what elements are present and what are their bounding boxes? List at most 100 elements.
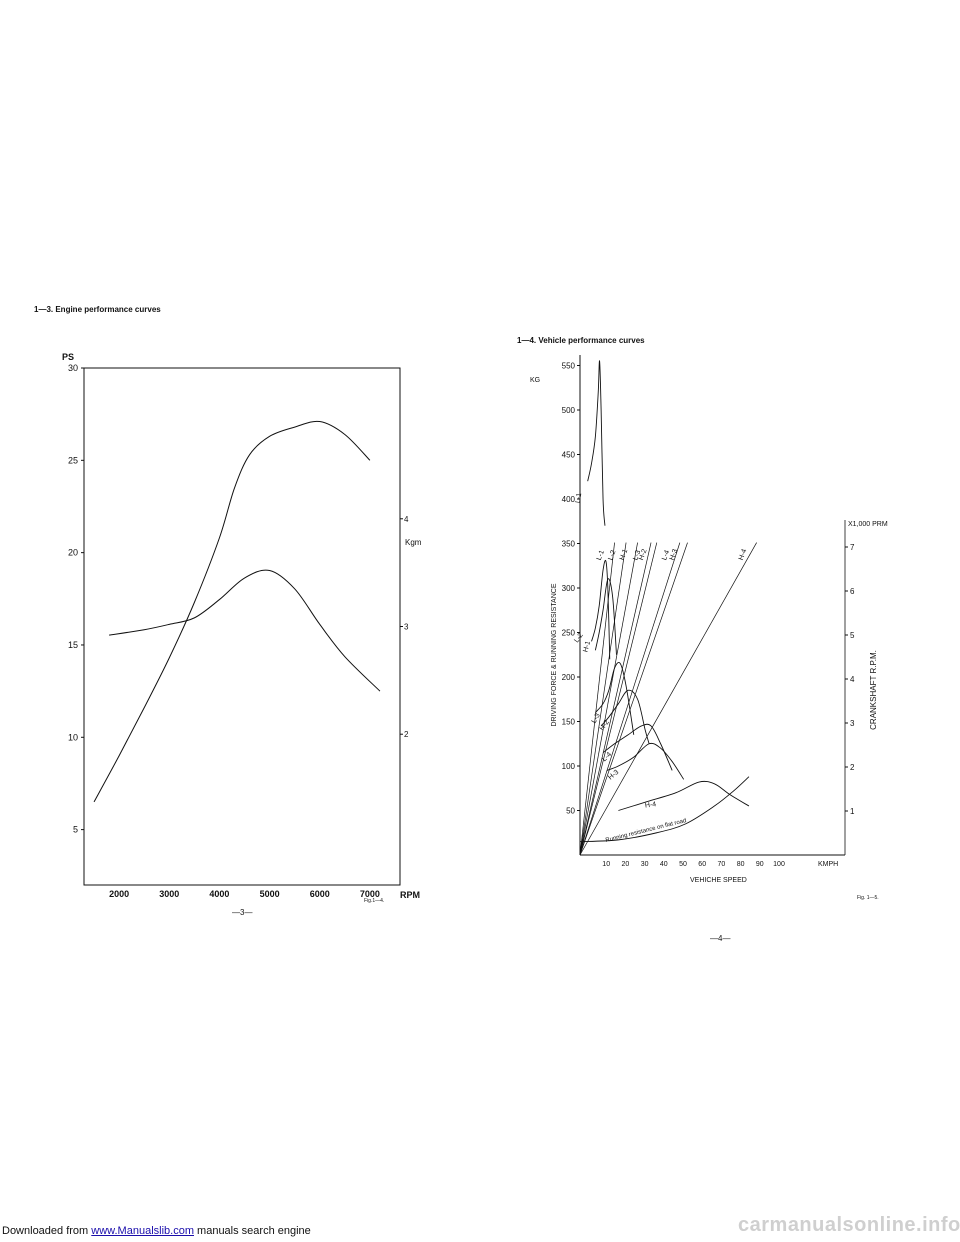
left-fig-label: Fig.1—4.	[364, 898, 384, 904]
left-y-tick-label: 30	[68, 363, 78, 373]
left-figure-title: 1—3. Engine performance curves	[34, 305, 161, 314]
left-y-tick-label: 25	[68, 455, 78, 465]
engine-chart-frame	[83, 367, 401, 886]
right-y-label: DRIVING FORCE & RUNNING RESISTANCE	[551, 583, 558, 726]
manualslib-link[interactable]: www.Manualslib.com	[91, 1225, 194, 1237]
right-y-tick-label: 550	[562, 362, 576, 371]
left-y-right-tick-label: 3	[404, 623, 409, 632]
right-x-tick-label: 10	[602, 861, 610, 868]
torque-curve	[109, 569, 381, 692]
right-x-tick-label: 20	[622, 861, 630, 868]
right-rpm-tick-label: 1	[850, 807, 855, 816]
curve-label: L-3	[591, 712, 602, 724]
footer-suffix: manuals search engine	[193, 1225, 311, 1237]
rpm-line	[579, 542, 681, 856]
left-x-tick-label: 7000	[360, 889, 380, 899]
left-y-tick-label: 15	[68, 640, 78, 650]
driving-force-curve	[594, 578, 617, 655]
right-y-tick-label: 350	[562, 540, 576, 549]
left-y-ticks: 30 25 20 15 10 5	[68, 363, 84, 835]
right-x-tick-label: 80	[737, 861, 745, 868]
driving-force-curve	[606, 742, 685, 780]
right-x-label: VEHICHE SPEED	[690, 877, 747, 884]
left-page-number: —3—	[232, 908, 253, 917]
watermark: carmanualsonline.info	[738, 1214, 960, 1236]
right-y-tick-label: 50	[566, 807, 575, 816]
right-y-tick-label: 200	[562, 673, 576, 682]
rpm-line-label: L-2	[607, 549, 617, 561]
right-x-tick-label: 70	[718, 861, 726, 868]
rpm-line	[579, 542, 688, 856]
right-y-tick-label: 450	[562, 451, 576, 460]
driving-force-curve	[587, 360, 606, 526]
left-y-tick-label: 5	[73, 825, 78, 835]
rpm-line-label: H-3	[669, 548, 679, 561]
right-x-tick-label: 40	[660, 861, 668, 868]
rpm-line	[579, 542, 757, 856]
driving-force-curve	[600, 689, 650, 744]
left-y-right-tick-label: 2	[404, 730, 409, 739]
engine-performance-chart: PS 30 25 20 15 10 5 4 3 2 Kgm 2000 3000 4000 5000 6…	[62, 352, 422, 904]
vehicle-series	[579, 360, 750, 843]
right-y-tick-label: 400	[562, 495, 576, 504]
right-x-tick-label: 50	[679, 861, 687, 868]
rpm-line	[579, 542, 627, 856]
right-rpm-unit: X1,000 PRM	[848, 521, 888, 528]
left-x-ticks: 2000 3000 4000 5000 6000 7000	[109, 889, 380, 899]
footer-prefix: Downloaded from	[2, 1225, 92, 1237]
curve-label: L-4	[601, 751, 613, 763]
rpm-line-label: L-4	[661, 549, 671, 561]
rpm-line	[579, 542, 638, 856]
rpm-lines	[579, 542, 757, 856]
right-rpm-tick-label: 5	[850, 631, 855, 640]
right-y-tick-label: 300	[562, 584, 576, 593]
right-figure-title: 1—4. Vehicle performance curves	[517, 336, 645, 345]
right-rpm-tick-label: 6	[850, 587, 855, 596]
right-rpm-label: CRANKSHAFT R.P.M.	[869, 650, 878, 730]
right-rpm-tick-label: 7	[850, 543, 855, 552]
driving-force-curve	[618, 780, 750, 811]
right-x-tick-label: 30	[641, 861, 649, 868]
right-x-tick-label: 100	[773, 861, 785, 868]
left-y-ticks-right: 4 3 2	[400, 515, 409, 739]
rpm-line-label: H-2	[638, 548, 648, 561]
driving-force-curve	[591, 559, 611, 660]
right-y-tick-label: 150	[562, 718, 576, 727]
right-x-ticks: 10 20 30 40 50 60 70 80 90 100	[602, 861, 785, 868]
rpm-line-label: H-4	[738, 548, 748, 561]
right-y-ticks: 550 500 450 400 350 300 250 200 150 100 50	[562, 362, 580, 816]
rpm-line	[579, 542, 652, 856]
right-page-number: —4—	[710, 934, 731, 943]
right-y-unit: KG	[530, 377, 540, 384]
rpm-line-label: H-1	[619, 548, 629, 561]
curve-label: H-1	[582, 640, 592, 653]
running-resistance-curve	[579, 776, 750, 843]
left-y-unit-right: Kgm	[405, 538, 422, 547]
left-x-unit: RPM	[400, 890, 420, 900]
right-x-unit: KMPH	[818, 861, 838, 868]
curve-labels: L-1 L-2 H-1 L-3H-2 L-4H-3 H-4L-1L-2H-1L-3H-2L…	[573, 492, 748, 809]
curve-label: L-2	[573, 632, 585, 644]
left-x-tick-label: 2000	[109, 889, 129, 899]
power-curve	[93, 420, 371, 803]
left-x-tick-label: 6000	[310, 889, 330, 899]
right-y-tick-label: 100	[562, 762, 576, 771]
left-x-tick-label: 5000	[260, 889, 280, 899]
driving-force-curve	[602, 723, 673, 771]
right-fig-label: Fig. 1—5.	[857, 895, 879, 901]
resistance-label: Running resistance on flat road	[605, 818, 687, 844]
right-y-tick-label: 250	[562, 629, 576, 638]
right-rpm-tick-label: 2	[850, 763, 855, 772]
engine-series	[93, 420, 381, 803]
rpm-line-label: L-1	[596, 549, 606, 561]
left-y-tick-label: 10	[68, 732, 78, 742]
left-y-right-tick-label: 4	[404, 515, 409, 524]
left-x-tick-label: 4000	[209, 889, 229, 899]
right-y-tick-label: 500	[562, 406, 576, 415]
left-y-tick-label: 20	[68, 548, 78, 558]
left-x-tick-label: 3000	[159, 889, 179, 899]
right-x-tick-label: 60	[698, 861, 706, 868]
engine-plot-frame	[83, 367, 401, 886]
right-rpm-ticks: 7 6 5 4 3 2 1	[845, 543, 855, 816]
